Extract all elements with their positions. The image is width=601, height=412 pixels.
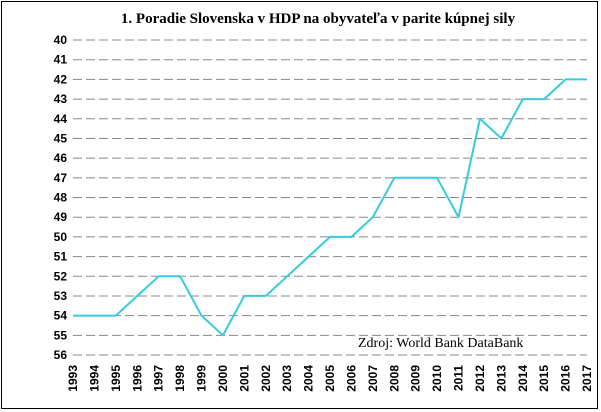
y-tick-label: 51	[54, 250, 68, 264]
x-tick-label: 1993	[66, 365, 80, 392]
y-tick-label: 53	[54, 289, 68, 303]
x-tick-label: 2001	[237, 365, 251, 392]
chart-title: 1. Poradie Slovenska v HDP na obyvateľa …	[121, 11, 516, 27]
x-tick-label: 2012	[473, 365, 487, 392]
y-tick-label: 40	[54, 33, 68, 47]
x-tick-label: 1994	[87, 365, 101, 392]
y-tick-label: 48	[54, 191, 68, 205]
series-line	[73, 78, 587, 337]
x-tick-label: 2014	[516, 365, 530, 392]
x-tick-label: 2000	[216, 365, 230, 392]
x-tick-label: 2002	[259, 365, 273, 392]
x-tick-label: 2013	[494, 365, 508, 392]
y-tick-label: 52	[54, 269, 68, 283]
x-tick-label: 2015	[537, 365, 551, 392]
x-tick-label: 2003	[280, 365, 294, 392]
x-tick-label: 2010	[430, 365, 444, 392]
grid-lines	[73, 39, 587, 356]
x-tick-label: 1997	[152, 365, 166, 392]
x-tick-label: 2006	[344, 365, 358, 392]
x-tick-label: 2007	[366, 365, 380, 392]
x-tick-label: 2004	[302, 365, 316, 392]
x-tick-label: 1999	[195, 365, 209, 392]
y-tick-label: 45	[54, 131, 68, 145]
x-tick-label: 2017	[580, 365, 594, 392]
y-tick-label: 55	[54, 328, 68, 342]
y-axis-ticks: 40 41 42 43 44 45 46 47 48 49 50 51 52 53 54 55 56	[54, 33, 68, 362]
y-tick-label: 46	[54, 151, 68, 165]
y-tick-label: 49	[54, 210, 68, 224]
x-tick-label: 1998	[173, 365, 187, 392]
y-tick-label: 56	[54, 348, 68, 362]
x-tick-label: 2005	[323, 365, 337, 392]
y-tick-label: 43	[54, 92, 68, 106]
source-annotation: Zdroj: World Bank DataBank	[358, 336, 523, 351]
y-tick-label: 50	[54, 230, 68, 244]
x-axis-ticks: 1993 1994 1995 1996 1997 1998 1999 2000 2001 2002…	[66, 365, 594, 392]
y-tick-label: 47	[54, 171, 68, 185]
y-tick-label: 42	[54, 72, 68, 86]
x-tick-label: 2011	[452, 365, 466, 391]
x-tick-label: 2016	[559, 365, 573, 392]
y-tick-label: 54	[54, 309, 68, 323]
x-tick-label: 1996	[130, 365, 144, 392]
x-tick-label: 2009	[409, 365, 423, 392]
x-tick-label: 2008	[387, 365, 401, 392]
x-tick-label: 1995	[109, 365, 123, 392]
y-tick-label: 44	[54, 112, 68, 126]
y-tick-label: 41	[54, 53, 68, 67]
